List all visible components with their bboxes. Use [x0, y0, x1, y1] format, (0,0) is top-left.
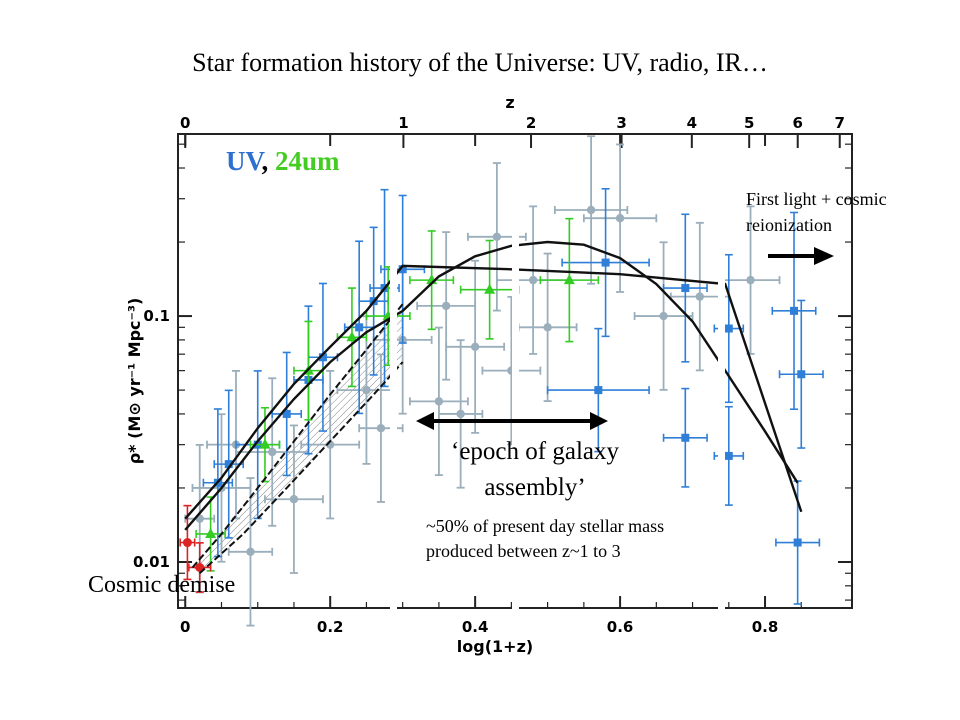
- ir24-data-point: [346, 331, 358, 342]
- first-light-line1: First light + cosmic: [746, 189, 887, 209]
- top-axis-label: z: [505, 93, 514, 112]
- assembly-arrow-head-right: [590, 412, 608, 430]
- other-data-point: [470, 342, 480, 351]
- uv-data-point: [224, 460, 233, 469]
- y-tick-label: 0.1: [143, 307, 170, 325]
- uv-data-point: [681, 433, 690, 442]
- y-tick-label: 0.01: [133, 553, 170, 571]
- model-curve: [184, 240, 799, 531]
- other-data-point: [246, 547, 255, 557]
- epoch-annotation: ‘epoch of galaxy assembly’: [420, 434, 650, 506]
- stellar-mass-annotation: ~50% of present day stellar mass produced…: [426, 514, 806, 564]
- top-z-tick-label: 4: [687, 114, 697, 132]
- other-data-point: [434, 397, 444, 406]
- other-data-point: [376, 423, 386, 433]
- cosmic-demise-label: Cosmic demise: [88, 572, 236, 598]
- other-data-point: [362, 385, 371, 395]
- uv-data-point: [355, 323, 364, 332]
- first-light-line2: reionization: [746, 215, 832, 235]
- other-data-point: [492, 232, 502, 242]
- uv-data-point: [282, 409, 291, 418]
- legend-separator: ,: [261, 146, 276, 176]
- local-data-point: [195, 562, 205, 572]
- model-curve: [191, 303, 404, 569]
- top-z-tick-label: 1: [398, 114, 408, 132]
- y-axis-label: ρ* (M⊙ yr⁻¹ Mpc⁻³): [125, 298, 144, 465]
- legend-uv: UV: [226, 146, 262, 176]
- uv-data-point: [398, 265, 407, 274]
- stellar-mass-line1: ~50% of present day stellar mass: [426, 516, 665, 536]
- panel-gap: [512, 140, 519, 610]
- uv-data-point: [681, 284, 690, 293]
- x-tick-label: 0.4: [462, 618, 489, 636]
- uv-data-point: [594, 386, 603, 395]
- x-tick-label: 0.8: [752, 618, 779, 636]
- chart-legend: UV, 24um: [226, 146, 340, 177]
- other-data-point: [615, 214, 625, 223]
- uv-data-point: [724, 451, 733, 460]
- ir24-data-point: [259, 438, 271, 449]
- other-data-point: [456, 409, 465, 419]
- other-data-point: [289, 495, 299, 504]
- stellar-mass-line2: produced between z~1 to 3: [426, 541, 621, 561]
- epoch-line2: assembly’: [484, 474, 586, 501]
- x-tick-label: 0.6: [607, 618, 634, 636]
- uv-data-point: [724, 324, 733, 333]
- top-z-tick-label: 5: [744, 114, 754, 132]
- ir24-data-point: [563, 274, 575, 285]
- top-z-tick-label: 6: [792, 114, 802, 132]
- other-data-point: [543, 323, 552, 332]
- uv-data-point: [790, 306, 799, 315]
- uv-data-point: [601, 258, 610, 267]
- other-data-point: [586, 205, 596, 215]
- other-data-point: [746, 275, 755, 285]
- other-data-point: [441, 301, 451, 311]
- ir24-data-point: [484, 283, 496, 294]
- epoch-line1: ‘epoch of galaxy: [451, 438, 619, 465]
- first-light-arrow-head: [814, 247, 834, 265]
- other-data-point: [268, 447, 277, 457]
- legend-24um: 24um: [275, 146, 340, 176]
- local-data-point: [182, 538, 192, 548]
- slide-title: Star formation history of the Universe: …: [192, 48, 768, 77]
- other-data-point: [528, 275, 538, 285]
- top-z-tick-label: 3: [616, 114, 626, 132]
- x-axis-label: log(1+z): [457, 637, 533, 656]
- ir24-data-point: [205, 527, 217, 538]
- first-light-annotation: First light + cosmic reionization: [746, 186, 960, 238]
- uv-data-point: [318, 353, 327, 362]
- x-tick-label: 0.2: [317, 618, 344, 636]
- top-z-tick-label: 0: [180, 114, 190, 132]
- panel-gap: [390, 140, 397, 610]
- panel-gap: [718, 140, 725, 610]
- uv-data-point: [793, 538, 802, 547]
- x-tick-label: 0: [180, 618, 190, 636]
- top-z-tick-label: 7: [835, 114, 845, 132]
- other-data-point: [659, 311, 668, 321]
- uv-data-point: [797, 370, 806, 379]
- assembly-arrow-head-left: [416, 412, 434, 430]
- model-curve: [184, 264, 803, 520]
- other-data-point: [695, 292, 705, 301]
- top-z-tick-label: 2: [526, 114, 536, 132]
- model-curve: [199, 361, 404, 574]
